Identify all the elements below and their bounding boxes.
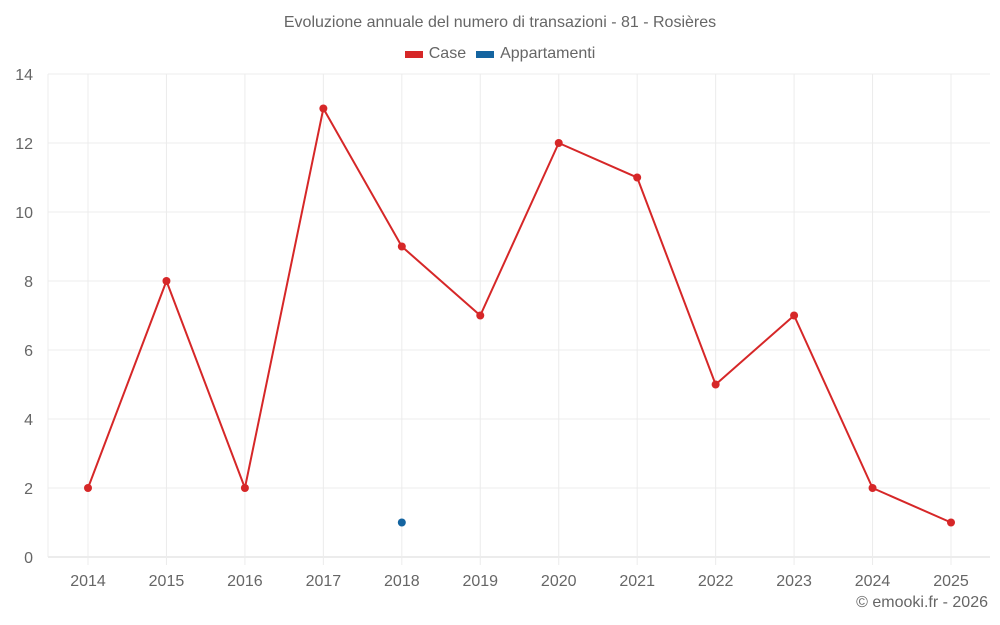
x-tick-label: 2023 [776, 573, 812, 590]
data-point[interactable] [868, 484, 877, 492]
data-point[interactable] [633, 173, 642, 182]
data-point[interactable] [84, 484, 92, 492]
legend-label-appartamenti: Appartamenti [500, 45, 596, 62]
x-tick-label: 2019 [462, 573, 498, 590]
data-point[interactable] [790, 311, 799, 320]
series-layer [84, 104, 955, 527]
legend-label-case: Case [428, 45, 467, 62]
data-point[interactable] [162, 277, 171, 285]
x-tick-label: 2021 [619, 573, 655, 590]
legend-item-case[interactable]: Case [404, 45, 467, 63]
legend-swatch-appartamenti [476, 50, 495, 58]
y-tick-label: 8 [24, 274, 33, 291]
x-axis: 2014 2015 2016 2017 2018 2019 2020 2021 2022 2023… [70, 573, 969, 590]
chart-legend: Case Appartamenti [0, 45, 1000, 63]
x-tick-label: 2022 [698, 573, 734, 590]
x-tick-label: 2015 [149, 573, 185, 590]
y-axis: 0 2 4 6 8 10 12 14 [15, 67, 33, 567]
copyright-credit: © emooki.fr - 2026 [856, 594, 988, 611]
y-tick-label: 14 [15, 67, 33, 84]
series-line-case [87, 107, 952, 524]
y-tick-label: 0 [24, 550, 33, 567]
x-tick-label: 2024 [855, 573, 891, 590]
data-point[interactable] [554, 139, 563, 147]
data-point[interactable] [711, 380, 720, 389]
data-point[interactable] [319, 104, 328, 113]
x-tick-label: 2020 [541, 573, 577, 590]
grid-lines [47, 73, 990, 565]
x-tick-label: 2014 [70, 573, 106, 590]
legend-item-appartamenti[interactable]: Appartamenti [476, 45, 595, 63]
x-tick-label: 2016 [227, 573, 263, 590]
y-tick-label: 12 [15, 136, 33, 153]
data-point[interactable] [240, 484, 249, 492]
data-point[interactable] [397, 518, 406, 527]
data-point[interactable] [397, 242, 406, 251]
y-tick-label: 4 [24, 412, 33, 429]
x-tick-label: 2025 [933, 573, 969, 590]
legend-swatch-case [404, 50, 423, 58]
x-tick-label: 2018 [384, 573, 420, 590]
x-tick-label: 2017 [306, 573, 342, 590]
y-tick-label: 2 [24, 481, 33, 498]
data-point[interactable] [947, 518, 955, 527]
chart-title: Evoluzione annuale del numero di transaz… [283, 14, 717, 31]
y-tick-label: 10 [15, 205, 33, 222]
y-tick-label: 6 [24, 343, 33, 360]
data-point[interactable] [476, 311, 485, 320]
